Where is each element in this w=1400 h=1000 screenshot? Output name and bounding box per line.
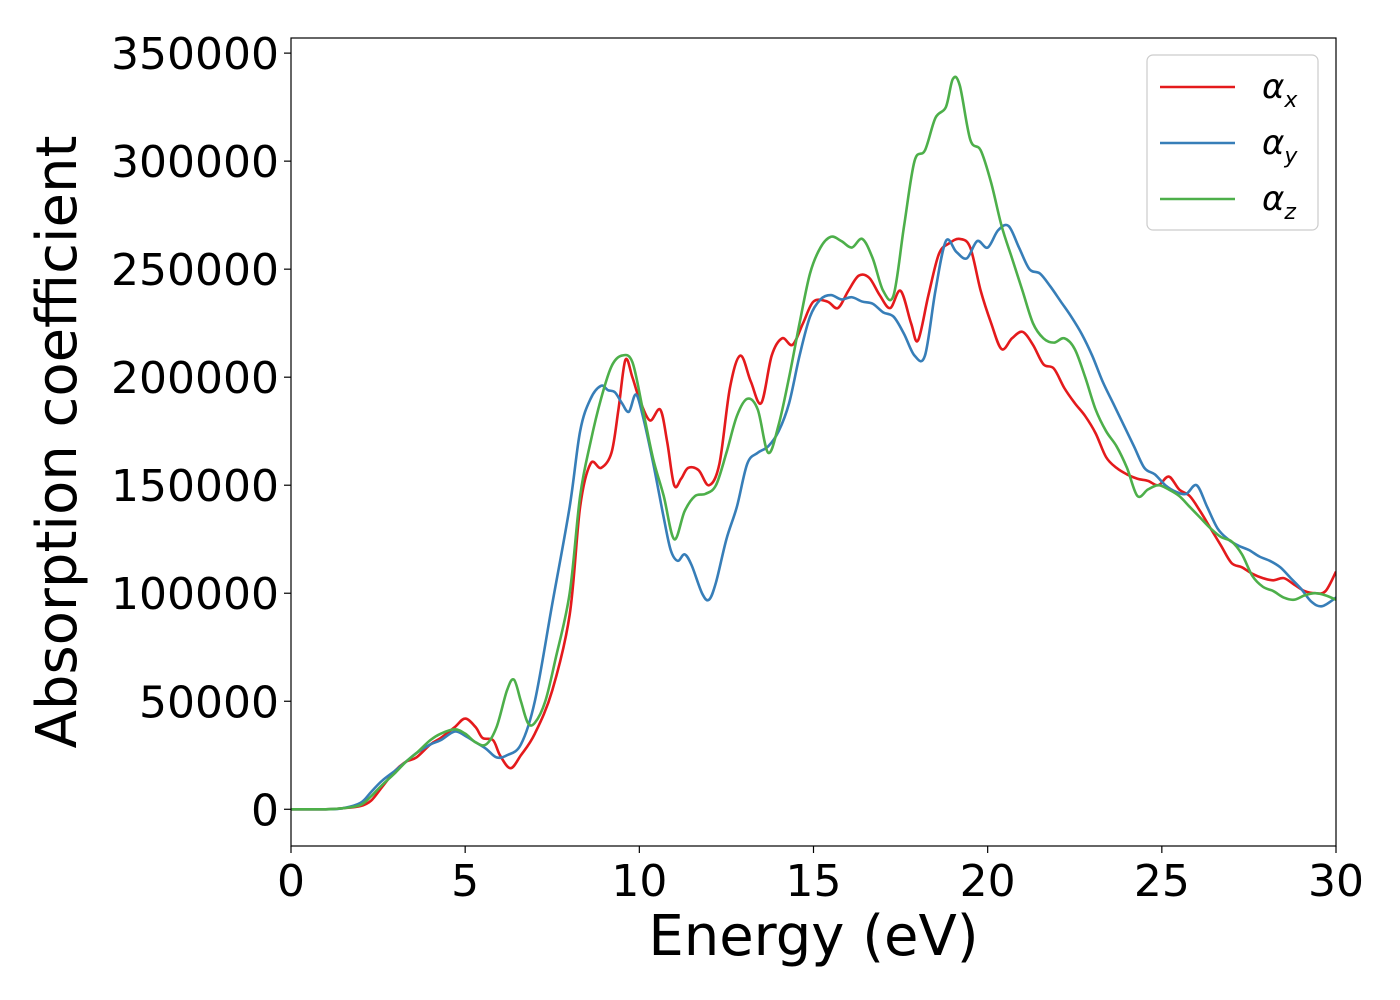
y-tick-label: 200000 [111, 353, 279, 404]
legend-subscript: y [1283, 144, 1298, 169]
y-tick-label: 0 [251, 785, 279, 836]
y-tick-label: 150000 [111, 461, 279, 512]
y-tick-label: 250000 [111, 245, 279, 296]
y-tick-label: 350000 [111, 29, 279, 80]
y-tick-label: 300000 [111, 137, 279, 188]
legend-label-z: αz [1262, 179, 1296, 225]
legend-label-y: αy [1262, 123, 1298, 169]
y-axis-ticks: 0 50000 100000 150000 200000 250000 300000 3500… [111, 29, 291, 836]
x-axis-ticks: 0 5 10 15 20 25 30 [277, 846, 1364, 907]
legend-symbol: α [1262, 123, 1284, 163]
y-axis-title: Absorption coefficient [25, 136, 90, 749]
x-tick-label: 5 [451, 856, 479, 907]
x-tick-label: 0 [277, 856, 305, 907]
y-tick-label: 50000 [139, 677, 279, 728]
legend-label-x: αx [1262, 67, 1298, 113]
x-tick-label: 20 [960, 856, 1016, 907]
legend-symbol: α [1262, 179, 1284, 219]
legend-symbol: α [1262, 67, 1284, 107]
x-tick-label: 10 [611, 856, 667, 907]
x-tick-label: 15 [786, 856, 842, 907]
series-line-z [291, 75, 1336, 811]
y-tick-label: 100000 [111, 569, 279, 620]
legend-subscript: z [1283, 200, 1296, 225]
series-line-x [291, 237, 1336, 811]
plot-lines [291, 75, 1336, 811]
x-tick-label: 25 [1134, 856, 1190, 907]
series-line-y [291, 223, 1336, 811]
x-tick-label: 30 [1308, 856, 1364, 907]
legend-subscript: x [1283, 88, 1298, 113]
x-axis-title: Energy (eV) [648, 904, 978, 969]
